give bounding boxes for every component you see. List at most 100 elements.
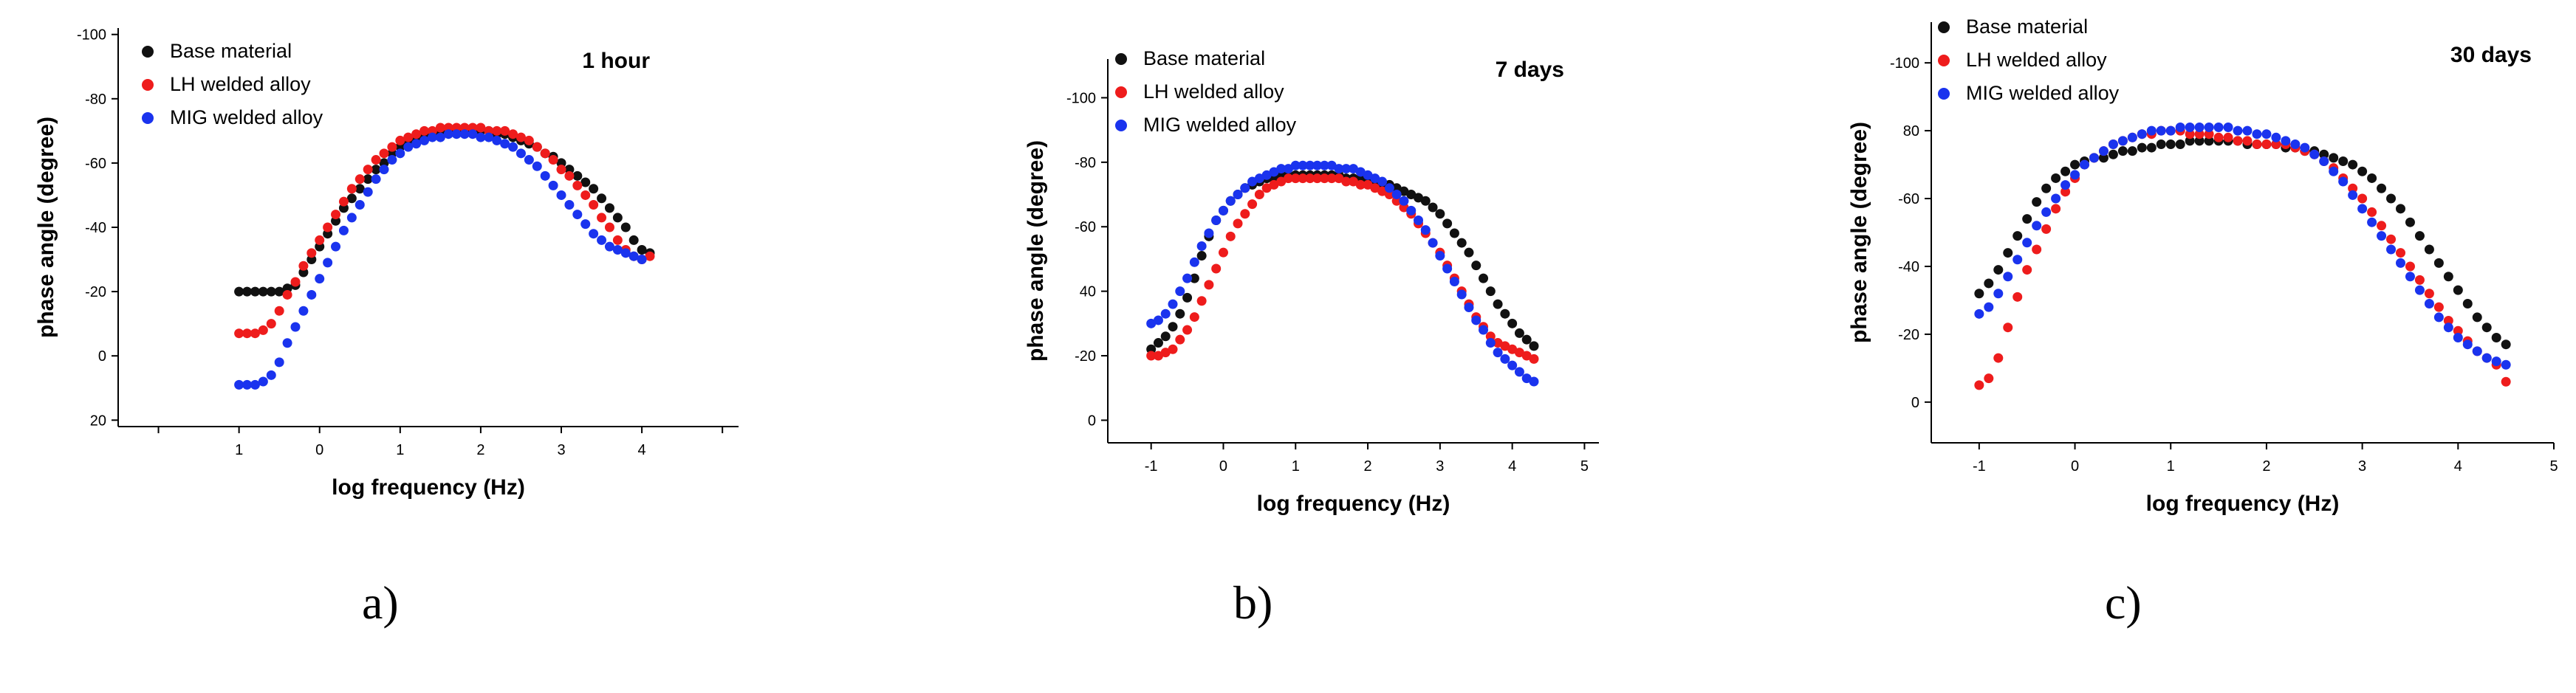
x-tick-label: 2 [476, 442, 484, 458]
data-point [1349, 164, 1358, 174]
data-point [2367, 217, 2377, 227]
data-point [1298, 160, 1308, 170]
y-tick-label: 40 [1080, 284, 1096, 300]
data-point [2022, 265, 2032, 275]
data-point [258, 325, 268, 335]
data-point [1485, 286, 1496, 297]
x-tick-label: 4 [2454, 458, 2462, 475]
data-point [2204, 129, 2214, 139]
data-point [2213, 132, 2224, 142]
data-point [1414, 193, 1424, 203]
data-point [1290, 173, 1301, 184]
data-point [2242, 125, 2253, 136]
data-point [282, 289, 292, 300]
data-point [2003, 323, 2013, 333]
data-point [2117, 146, 2128, 156]
data-point [589, 184, 599, 194]
legend-label: Base material [170, 40, 292, 62]
data-point [338, 196, 349, 207]
data-point [2156, 125, 2166, 136]
data-point [1218, 205, 1228, 216]
data-point [1211, 215, 1222, 225]
data-point [1160, 348, 1171, 358]
data-point [435, 132, 445, 142]
data-point [1341, 176, 1352, 187]
data-point [1233, 218, 1243, 229]
data-point [2242, 136, 2253, 146]
chart-panel-7-days: -1 0 1 2 3 4 5 -100 -80 -60 40 -20 0 log frequency (H… [886, 0, 1654, 546]
data-point [1269, 167, 1279, 177]
data-point [2443, 272, 2453, 282]
data-point [2204, 136, 2214, 146]
data-point [548, 155, 558, 165]
y-tick-label: -20 [1075, 348, 1096, 365]
data-point [476, 123, 486, 133]
data-point [234, 379, 244, 390]
series-2 [1146, 160, 1539, 387]
data-point [2443, 316, 2453, 326]
data-point [2453, 285, 2463, 295]
data-point [580, 219, 591, 230]
data-point [1312, 160, 1323, 170]
data-point [597, 213, 607, 223]
legend-label: Base material [1966, 15, 2088, 38]
data-point [2386, 244, 2397, 255]
data-point [524, 155, 534, 165]
data-point [2051, 173, 2061, 183]
data-point [645, 251, 655, 261]
data-point [411, 129, 422, 139]
data-point [604, 222, 614, 232]
series-0 [234, 125, 655, 297]
data-point [2405, 217, 2415, 227]
data-point [2367, 173, 2377, 183]
chart-annotation: 7 days [1496, 58, 1564, 82]
data-point [1204, 228, 1214, 238]
data-point [2414, 275, 2425, 285]
data-point [354, 174, 365, 185]
x-tick-label: 4 [1508, 458, 1516, 475]
data-point [2386, 234, 2397, 244]
data-point [2223, 123, 2233, 132]
data-point [532, 142, 542, 152]
data-point [1168, 299, 1178, 309]
data-point [1349, 176, 1358, 187]
data-point [2501, 376, 2511, 387]
data-point [1993, 353, 2004, 363]
data-point [387, 142, 397, 152]
x-tick-label: 0 [315, 442, 323, 458]
data-point [580, 190, 591, 200]
data-point [371, 155, 381, 165]
x-tick-label: 5 [1580, 458, 1589, 475]
data-point [298, 306, 309, 316]
data-point [2377, 231, 2387, 241]
data-point [2261, 129, 2272, 139]
data-point [1175, 308, 1185, 319]
data-point [515, 148, 526, 159]
data-point [612, 213, 623, 223]
data-point [2051, 193, 2061, 204]
data-point [2108, 139, 2118, 149]
data-point [290, 277, 301, 287]
data-point [1428, 238, 1438, 248]
x-tick-label: -1 [1973, 458, 1986, 475]
chart-annotation: 1 hour [582, 49, 650, 73]
data-point [2472, 312, 2482, 323]
data-point [1485, 338, 1496, 348]
y-tick-label: -40 [85, 220, 106, 236]
data-point [1500, 354, 1510, 364]
data-point [2041, 224, 2052, 234]
data-point [2194, 136, 2205, 146]
data-point [484, 132, 494, 142]
data-point [2185, 123, 2195, 132]
data-point [2395, 248, 2405, 258]
data-point [363, 165, 373, 175]
data-point [2462, 339, 2473, 350]
data-point [2252, 139, 2262, 149]
data-point [242, 286, 253, 297]
data-point [2156, 139, 2166, 149]
data-point [1420, 196, 1431, 206]
data-point [628, 251, 639, 261]
data-point [2319, 149, 2329, 159]
data-point [2003, 272, 2013, 282]
data-point [1514, 348, 1524, 358]
